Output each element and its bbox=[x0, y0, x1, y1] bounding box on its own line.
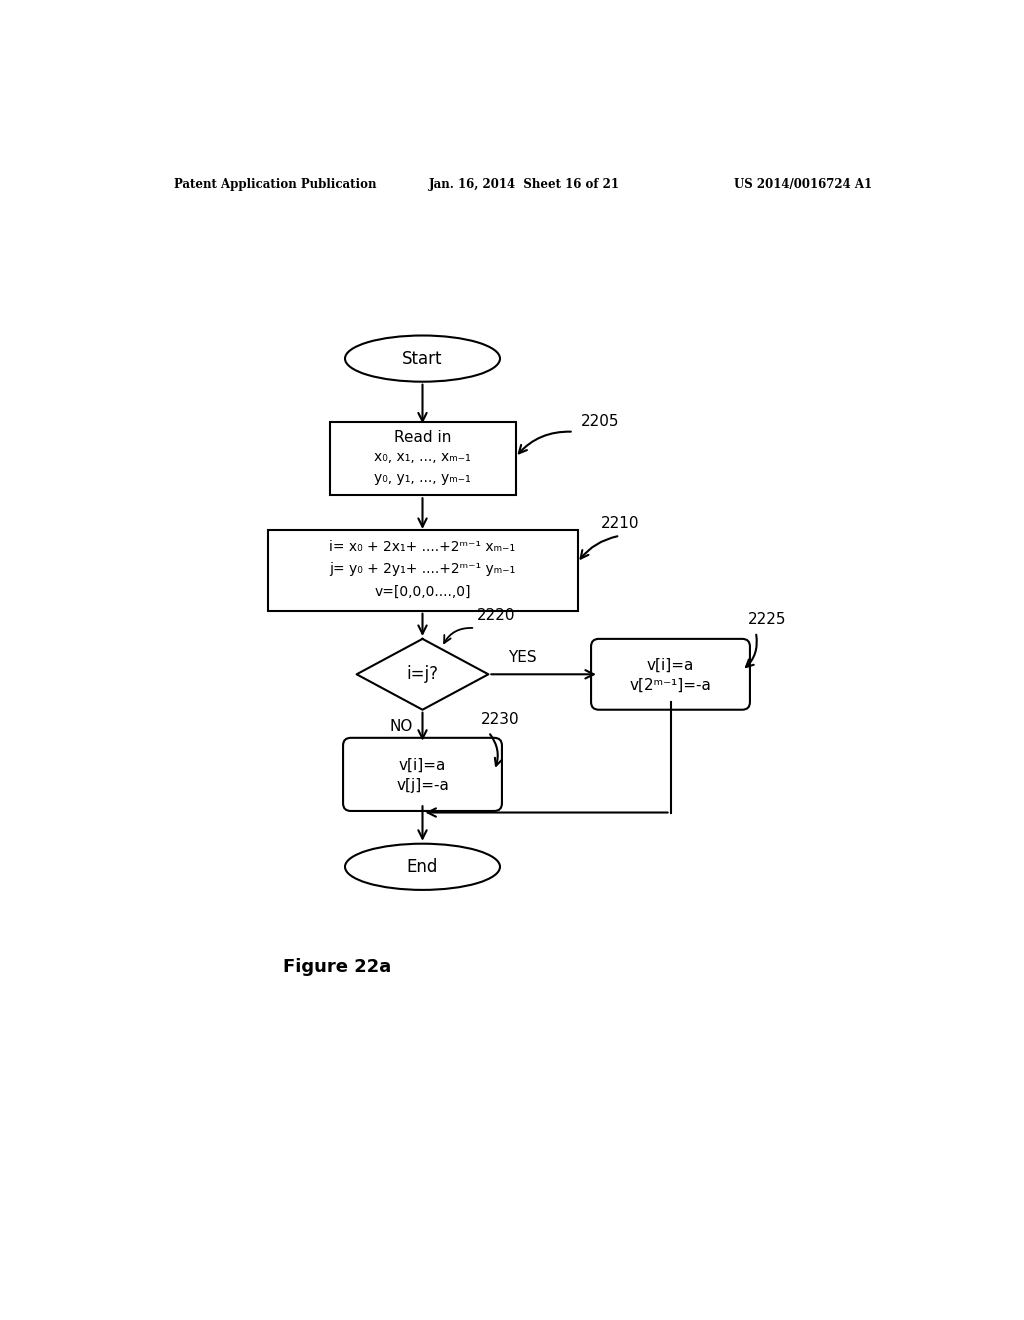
Text: YES: YES bbox=[508, 649, 537, 665]
Text: 2210: 2210 bbox=[601, 516, 639, 531]
Text: Figure 22a: Figure 22a bbox=[283, 958, 391, 975]
Text: US 2014/0016724 A1: US 2014/0016724 A1 bbox=[734, 178, 872, 190]
Text: v[i]=a: v[i]=a bbox=[647, 657, 694, 673]
Text: 2230: 2230 bbox=[480, 713, 519, 727]
Text: y₀, y₁, ..., yₘ₋₁: y₀, y₁, ..., yₘ₋₁ bbox=[374, 471, 471, 484]
Text: 2220: 2220 bbox=[477, 609, 515, 623]
Text: v[2ᵐ⁻¹]=-a: v[2ᵐ⁻¹]=-a bbox=[630, 677, 712, 693]
Text: i=j?: i=j? bbox=[407, 665, 438, 684]
Text: NO: NO bbox=[390, 719, 414, 734]
Text: Read in: Read in bbox=[394, 430, 452, 445]
Text: i= x₀ + 2x₁+ ....+2ᵐ⁻¹ xₘ₋₁: i= x₀ + 2x₁+ ....+2ᵐ⁻¹ xₘ₋₁ bbox=[330, 540, 515, 554]
Text: v=[0,0,0....,0]: v=[0,0,0....,0] bbox=[374, 585, 471, 599]
Text: Patent Application Publication: Patent Application Publication bbox=[174, 178, 377, 190]
Text: j= y₀ + 2y₁+ ....+2ᵐ⁻¹ yₘ₋₁: j= y₀ + 2y₁+ ....+2ᵐ⁻¹ yₘ₋₁ bbox=[330, 562, 516, 576]
Text: x₀, x₁, ..., xₘ₋₁: x₀, x₁, ..., xₘ₋₁ bbox=[374, 450, 471, 465]
Text: v[i]=a: v[i]=a bbox=[398, 758, 446, 772]
Text: v[j]=-a: v[j]=-a bbox=[396, 777, 449, 793]
Text: 2205: 2205 bbox=[582, 414, 620, 429]
Text: End: End bbox=[407, 858, 438, 875]
Text: Jan. 16, 2014  Sheet 16 of 21: Jan. 16, 2014 Sheet 16 of 21 bbox=[429, 178, 621, 190]
Text: Start: Start bbox=[402, 350, 442, 367]
Text: 2225: 2225 bbox=[748, 612, 786, 627]
